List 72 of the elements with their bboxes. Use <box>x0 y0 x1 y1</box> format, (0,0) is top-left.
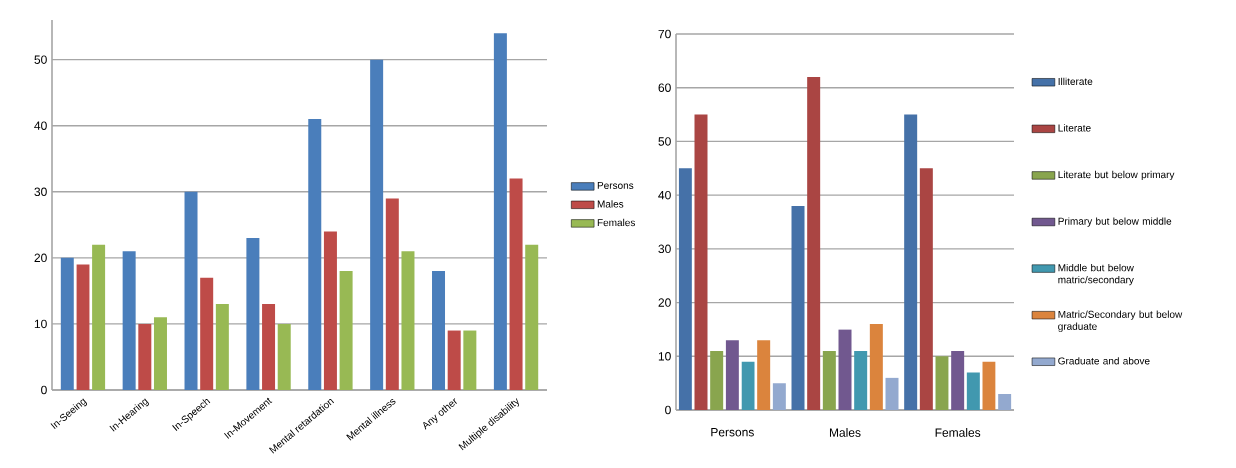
y-tick-label: 20 <box>34 253 47 263</box>
y-tick-label: 30 <box>34 187 47 197</box>
bar <box>138 323 152 390</box>
bar <box>935 356 949 410</box>
bar <box>725 340 739 410</box>
bar <box>509 178 523 390</box>
bar <box>432 271 446 390</box>
bar <box>463 330 477 390</box>
bar <box>308 119 322 390</box>
bar <box>869 324 883 410</box>
legend-label: Literate but below primary <box>1058 170 1175 181</box>
bar <box>757 340 771 410</box>
y-tick-label: 70 <box>658 29 671 39</box>
bar <box>493 33 507 390</box>
legend-label: Graduate and above <box>1058 357 1150 365</box>
y-tick-label: 20 <box>658 298 671 307</box>
legend-label: Literate <box>1058 124 1091 132</box>
bar <box>92 244 106 390</box>
y-tick-label: 30 <box>658 244 671 254</box>
bar <box>401 251 415 390</box>
bar <box>200 277 214 390</box>
bar <box>838 329 852 410</box>
legend-label: Persons <box>597 181 634 189</box>
bar <box>772 383 786 410</box>
bar <box>215 304 229 390</box>
bar <box>966 372 980 410</box>
legend-label: Matric/Secondary but below graduate <box>1058 310 1183 332</box>
bar <box>791 205 805 410</box>
bar <box>998 393 1012 410</box>
bar <box>385 198 399 390</box>
bar <box>710 350 724 410</box>
bar <box>323 231 337 390</box>
bar <box>76 264 90 390</box>
bar <box>854 350 868 410</box>
legend-label: Females <box>597 218 635 227</box>
x-tick-label: Females <box>935 428 981 437</box>
bar <box>184 191 198 390</box>
x-tick-label: Persons <box>711 428 754 437</box>
bar <box>678 168 692 410</box>
y-tick-label: 0 <box>665 405 671 415</box>
legend-label: Primary but below middle <box>1058 217 1172 227</box>
x-tick-label: Males <box>829 428 861 437</box>
y-tick-label: 50 <box>34 55 47 64</box>
bar <box>262 304 276 390</box>
bar <box>153 317 167 390</box>
bar <box>525 244 539 390</box>
bar <box>60 257 74 390</box>
bar <box>822 350 836 410</box>
legend-label: Illiterate <box>1058 77 1093 85</box>
bar <box>885 377 899 410</box>
bar <box>694 114 708 410</box>
y-tick-label: 50 <box>658 137 671 146</box>
y-tick-label: 60 <box>658 83 671 92</box>
bar <box>919 168 933 410</box>
bar <box>122 251 136 390</box>
bar <box>339 271 353 390</box>
y-tick-label: 40 <box>34 121 47 130</box>
bar <box>904 114 918 410</box>
bar <box>370 59 384 390</box>
bar <box>741 361 755 410</box>
y-tick-label: 40 <box>658 190 671 200</box>
bar <box>951 350 965 410</box>
bar <box>246 238 260 390</box>
bar <box>807 76 821 410</box>
bar <box>277 323 291 390</box>
legend-label: Males <box>597 200 624 208</box>
y-tick-label: 0 <box>41 385 47 395</box>
bar <box>447 330 461 390</box>
legend-label: Middle but below matric/secondary <box>1058 263 1134 286</box>
y-tick-label: 10 <box>658 352 671 361</box>
bar <box>982 361 996 410</box>
y-tick-label: 10 <box>34 319 47 329</box>
